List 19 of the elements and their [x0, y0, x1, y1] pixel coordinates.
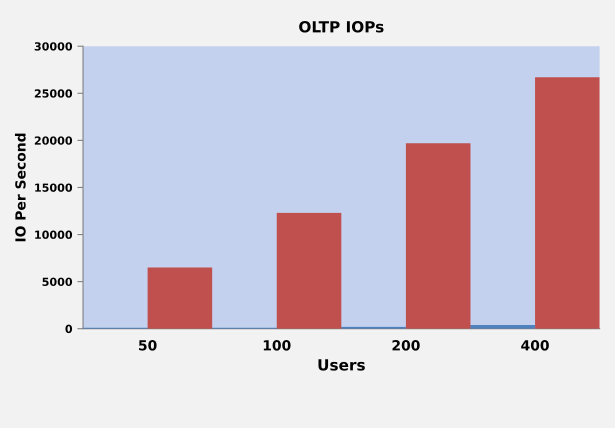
bar [276, 212, 342, 329]
x-tick-label: 50 [139, 340, 157, 351]
bar [535, 77, 600, 329]
x-axis-title: Users [318, 359, 365, 371]
bar [406, 143, 470, 329]
y-tick-label: 25000 [34, 89, 72, 98]
bar [148, 268, 212, 329]
x-tick-label: 400 [521, 340, 549, 351]
x-tick-label: 200 [392, 340, 420, 351]
y-tick-label: 30000 [34, 42, 72, 51]
y-tick-label: 10000 [35, 230, 72, 239]
y-axis-title: IO Per Second [14, 134, 26, 242]
bar [470, 324, 536, 329]
x-tick-label: 100 [264, 340, 291, 351]
y-tick-label: 0 [65, 324, 72, 334]
y-tick-label: 15000 [35, 183, 72, 192]
chart-title: OLTP IOPs [299, 20, 384, 33]
y-tick-label: 5000 [42, 278, 72, 286]
y-tick-label: 20000 [34, 136, 72, 145]
